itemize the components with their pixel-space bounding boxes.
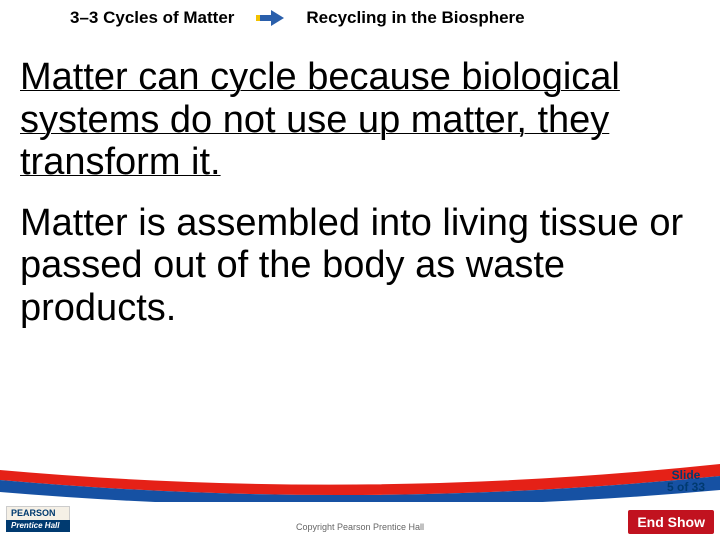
publisher-logo: PEARSON Prentice Hall: [6, 506, 70, 536]
slide-counter: Slide 5 of 33: [658, 469, 714, 494]
swoosh-decoration: [0, 462, 720, 502]
paragraph-2: Matter is assembled into living tissue o…: [20, 202, 700, 330]
topic-label: Recycling in the Biosphere: [306, 8, 524, 28]
slide-content: Matter can cycle because biological syst…: [0, 36, 720, 329]
logo-bottom: Prentice Hall: [6, 520, 70, 532]
copyright-text: Copyright Pearson Prentice Hall: [296, 522, 424, 532]
section-label: 3–3 Cycles of Matter: [70, 8, 234, 28]
slide-header: 3–3 Cycles of Matter Recycling in the Bi…: [0, 0, 720, 36]
end-show-button[interactable]: End Show: [628, 510, 714, 534]
paragraph-1: Matter can cycle because biological syst…: [20, 56, 700, 184]
slide-of-word: of: [677, 480, 688, 494]
slide-total: 33: [692, 480, 705, 494]
slide-current: 5: [667, 480, 674, 494]
slide-footer: Slide 5 of 33 PEARSON Prentice Hall Copy…: [0, 468, 720, 540]
footer-bar: PEARSON Prentice Hall Copyright Pearson …: [0, 502, 720, 540]
logo-top: PEARSON: [6, 506, 70, 520]
arrow-icon: [256, 10, 284, 26]
